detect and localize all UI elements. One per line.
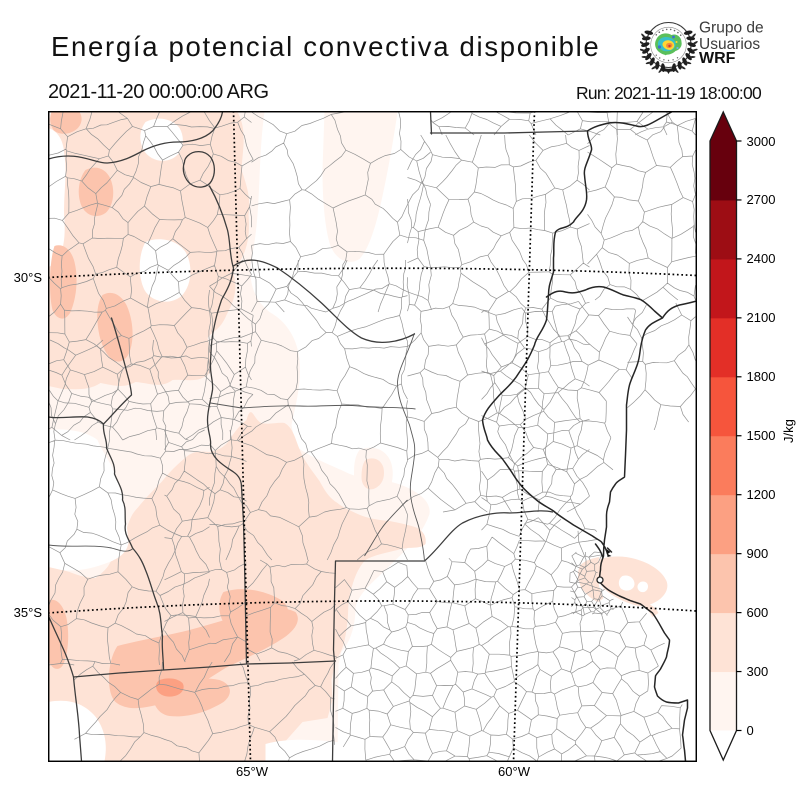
svg-text:Usuarios: Usuarios <box>699 36 760 53</box>
svg-text:Grupo de: Grupo de <box>699 20 764 37</box>
svg-text:WRF: WRF <box>699 50 736 67</box>
